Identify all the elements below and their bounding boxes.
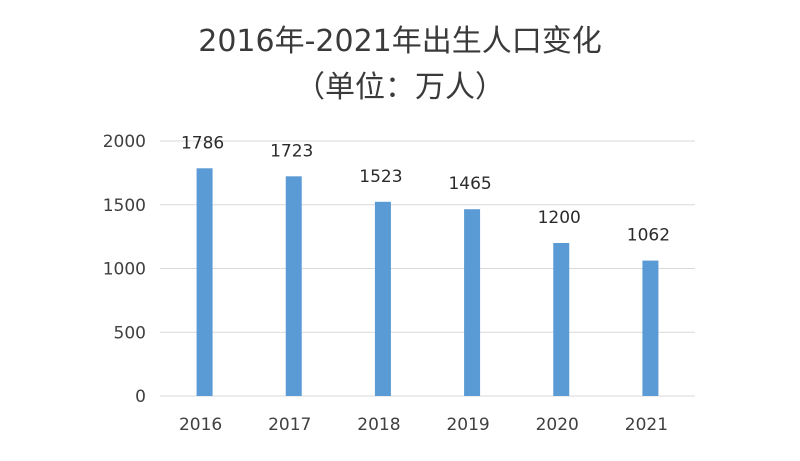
x-tick-label-2018: 2018 bbox=[357, 415, 400, 435]
data-label-2018: 1523 bbox=[359, 167, 402, 187]
data-label-2019: 1465 bbox=[448, 174, 491, 194]
bar-2020 bbox=[553, 243, 570, 396]
bar-2018 bbox=[374, 201, 391, 396]
y-tick-label: 0 bbox=[135, 387, 146, 407]
bar-2021 bbox=[642, 260, 659, 396]
data-label-2021: 1062 bbox=[627, 226, 670, 246]
y-tick-label: 2000 bbox=[103, 132, 146, 152]
y-tick-label: 1500 bbox=[103, 196, 146, 216]
x-tick-label-2017: 2017 bbox=[268, 415, 311, 435]
data-label-2016: 1786 bbox=[181, 133, 224, 153]
chart-title: 2016年-2021年出生人口变化 bbox=[198, 24, 602, 59]
data-label-2020: 1200 bbox=[538, 208, 581, 228]
bar-2019 bbox=[464, 209, 481, 396]
x-tick-label-2019: 2019 bbox=[446, 415, 489, 435]
y-tick-label: 500 bbox=[114, 323, 146, 343]
x-tick-label-2021: 2021 bbox=[625, 415, 668, 435]
x-tick-label-2016: 2016 bbox=[179, 415, 222, 435]
bar-2017 bbox=[285, 176, 302, 396]
chart-subtitle: （单位：万人） bbox=[295, 70, 505, 105]
bar-2016 bbox=[196, 168, 213, 396]
x-tick-label-2020: 2020 bbox=[536, 415, 579, 435]
data-label-2017: 1723 bbox=[270, 141, 313, 161]
y-tick-label: 1000 bbox=[103, 260, 146, 280]
